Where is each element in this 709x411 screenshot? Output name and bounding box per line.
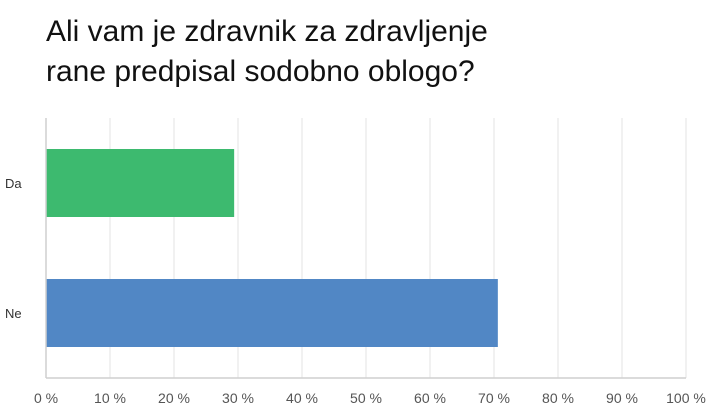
chart-title: Ali vam je zdravnik za zdravljenje rane … [46,12,666,92]
labels: 0 % 10 % 20 % 30 % 40 % 50 % 60 % 70 % 80 % 90 % 1… [5,176,706,406]
x-tick-label-4: 40 % [286,390,318,406]
x-tick-label-0: 0 % [34,390,58,406]
x-tick-label-8: 80 % [542,390,574,406]
x-tick-label-1: 10 % [94,390,126,406]
x-tick-label-10: 100 % [666,390,706,406]
chart-title-line-1: Ali vam je zdravnik za zdravljenje [46,15,488,48]
chart-title-line-2: rane predpisal sodobno oblogo? [46,55,475,88]
bar-ne [46,279,498,347]
axes [45,118,686,379]
x-tick-label-9: 90 % [606,390,638,406]
category-label-da: Da [5,176,22,191]
x-tick-label-3: 30 % [222,390,254,406]
bar-da [46,149,235,217]
x-tick-label-2: 20 % [158,390,190,406]
x-tick-label-5: 50 % [350,390,382,406]
bars [46,149,498,347]
x-tick-label-7: 70 % [478,390,510,406]
category-label-ne: Ne [5,306,22,321]
x-tick-label-6: 60 % [414,390,446,406]
